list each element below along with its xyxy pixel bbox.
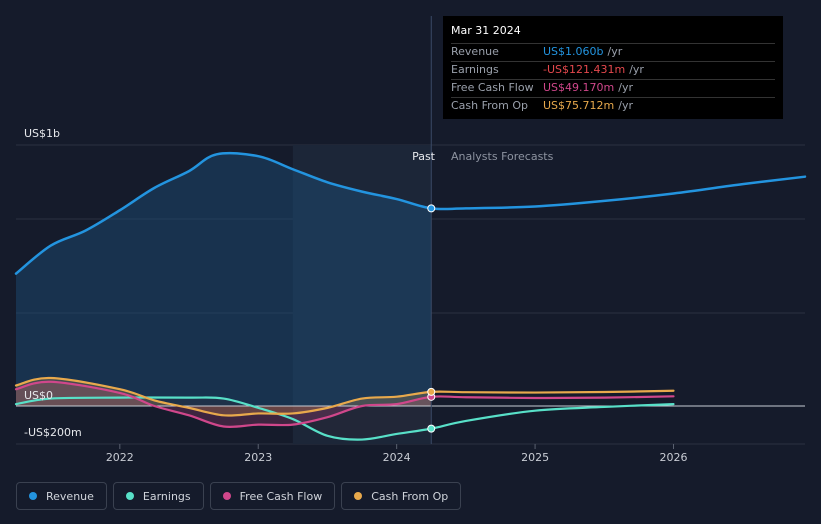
legend-dot-icon <box>29 492 37 500</box>
marker-cash-from-op <box>427 387 436 396</box>
past-label: Past <box>412 150 436 163</box>
tooltip-label: Cash From Op <box>451 99 529 112</box>
data-tooltip: Mar 31 2024 Revenue US$1.060b /yr Earnin… <box>443 16 783 119</box>
x-tick-label: 2025 <box>521 451 549 464</box>
marker-earnings <box>427 424 436 433</box>
legend-label: Cash From Op <box>371 489 449 503</box>
tooltip-row-revenue: Revenue US$1.060b /yr <box>451 43 775 60</box>
tooltip-row-free-cash-flow: Free Cash Flow US$49.170m /yr <box>451 79 775 96</box>
legend-dot-icon <box>125 492 134 500</box>
legend-dot-icon <box>354 492 363 500</box>
line-earnings <box>14 396 675 441</box>
tooltip-unit: /yr <box>607 45 623 58</box>
series-lines <box>14 151 807 441</box>
tooltip-unit: /yr <box>629 63 644 76</box>
legend-dot-icon <box>222 492 231 500</box>
x-tick-label: 2026 <box>660 451 688 464</box>
tooltip-value: US$49.170m <box>543 81 615 94</box>
x-tick-label: 2022 <box>106 451 134 464</box>
analysts-forecasts-label: Analysts Forecasts <box>451 150 554 163</box>
tooltip-unit: /yr <box>618 81 633 94</box>
line-revenue <box>14 151 807 275</box>
marker-revenue <box>427 204 436 213</box>
x-tick-label: 2024 <box>383 451 411 464</box>
tooltip-date: Mar 31 2024 <box>451 24 521 37</box>
line-cash-from-op <box>14 376 675 417</box>
legend-item-earnings[interactable]: Earnings <box>112 482 204 510</box>
legend-label: Earnings <box>142 489 191 503</box>
tooltip-value: -US$121.431m <box>543 63 626 76</box>
tooltip-unit: /yr <box>618 99 633 112</box>
tooltip-label: Free Cash Flow <box>451 81 534 94</box>
legend-item-free-cash-flow[interactable]: Free Cash Flow <box>209 482 336 510</box>
legend-label: Revenue <box>46 489 94 503</box>
legend-label: Free Cash Flow <box>239 489 323 503</box>
area-revenue <box>16 153 432 406</box>
tooltip-value: US$75.712m <box>543 99 615 112</box>
tooltip-row-cash-from-op: Cash From Op US$75.712m /yr <box>451 97 775 114</box>
y-axis-bottom-label: -US$200m <box>24 426 82 439</box>
chart-legend: Revenue Earnings Free Cash Flow Cash Fro… <box>16 482 462 510</box>
legend-item-cash-from-op[interactable]: Cash From Op <box>341 482 462 510</box>
line-free-cash-flow <box>14 380 675 429</box>
y-axis-top-label: US$1b <box>24 127 60 140</box>
series-areas <box>16 153 432 440</box>
highlight-markers <box>427 204 436 433</box>
tooltip-row-earnings: Earnings -US$121.431m /yr <box>451 61 775 78</box>
tooltip-value: US$1.060b <box>543 45 604 58</box>
legend-item-revenue[interactable]: Revenue <box>16 482 107 510</box>
y-axis-zero-label: US$0 <box>24 389 53 402</box>
tooltip-label: Earnings <box>451 63 499 76</box>
tooltip-label: Revenue <box>451 45 499 58</box>
x-axis-ticks: 2022 2023 2024 2025 2026 <box>106 444 688 464</box>
x-tick-label: 2023 <box>244 451 272 464</box>
